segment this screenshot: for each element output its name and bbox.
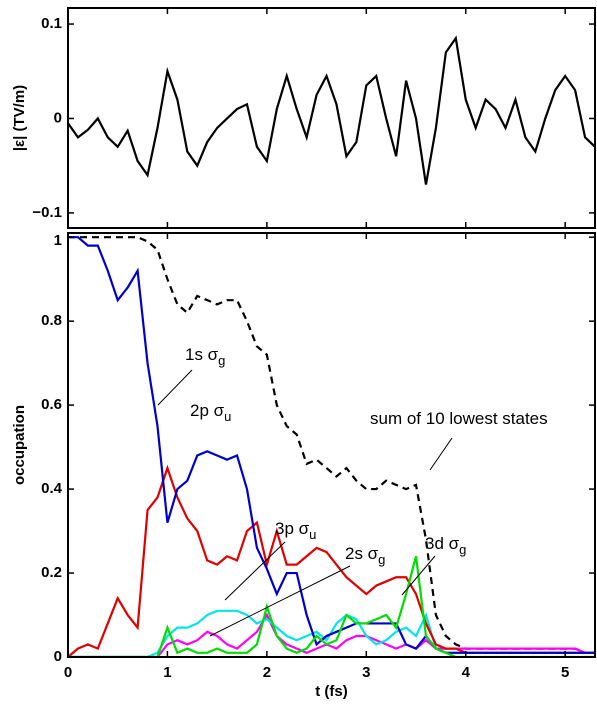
series-line [68, 612, 595, 657]
annotation: sum of 10 lowest states [370, 409, 548, 428]
series-line [68, 35, 595, 185]
annotation-subscript: g [378, 552, 385, 567]
annotation-subscript: g [218, 353, 225, 368]
y-tick-label: 0 [54, 648, 62, 665]
axes-box [67, 232, 596, 658]
leader-line [401, 555, 436, 596]
y-tick-label: 1 [54, 232, 62, 249]
series-line [68, 236, 595, 654]
annotation-subscript: u [224, 409, 231, 424]
y-axis-label: |ε| (TV/m) [11, 85, 28, 151]
y-tick-label: 0.8 [41, 312, 62, 329]
annotation: 3d σg [425, 534, 466, 557]
y-tick-label: 0.6 [41, 396, 62, 413]
leader-line [157, 369, 193, 406]
x-axis-label: t (fs) [315, 683, 348, 700]
annotation: 3p σu [275, 519, 316, 542]
x-tick-label: 2 [263, 664, 271, 681]
annotation-text: sum of 10 lowest states [370, 409, 548, 428]
x-tick-label: 0 [64, 664, 72, 681]
y-axis-label: occupation [11, 405, 28, 485]
y-tick-label: 0.4 [41, 480, 63, 497]
leader-line [209, 565, 351, 637]
annotation-text: 3p σ [275, 519, 310, 538]
x-tick-label: 4 [462, 664, 471, 681]
series-line [68, 236, 595, 654]
annotation-subscript: u [309, 527, 316, 542]
annotation: 2p σu [190, 401, 231, 424]
annotation-text: 1s σ [185, 345, 219, 364]
annotation-subscript: g [459, 542, 466, 557]
annotation-text: 2s σ [345, 544, 379, 563]
y-tick-label: −0.1 [32, 204, 62, 221]
annotation-text: 3d σ [425, 534, 460, 553]
series-line [68, 555, 595, 657]
annotation-text: 2p σ [190, 401, 225, 420]
y-tick-label: 0.2 [41, 564, 62, 581]
x-tick-label: 1 [163, 664, 171, 681]
annotation: 2s σg [345, 544, 385, 567]
axes-box [67, 7, 596, 229]
y-tick-label: 0.1 [41, 15, 62, 32]
leader-line [224, 541, 286, 601]
annotation: 1s σg [185, 345, 225, 368]
x-tick-label: 5 [561, 664, 569, 681]
x-tick-label: 3 [362, 664, 370, 681]
series-line [68, 464, 595, 657]
leader-line [429, 437, 453, 471]
y-tick-label: 0 [54, 109, 62, 126]
